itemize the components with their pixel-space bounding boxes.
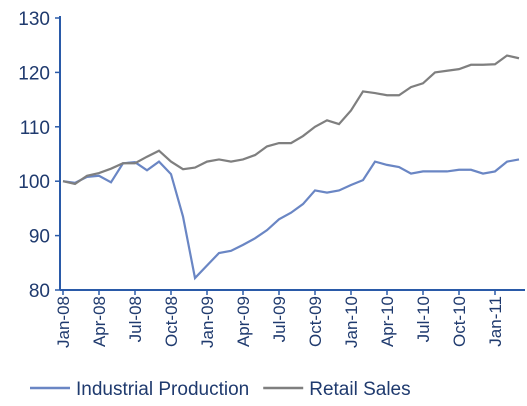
- y-tick-label: 100: [18, 172, 50, 193]
- x-tick-label: Apr-08: [90, 296, 109, 347]
- x-tick-label: Apr-10: [378, 296, 397, 347]
- legend-label: Industrial Production: [76, 379, 249, 400]
- x-tick-label: Jul-09: [270, 296, 289, 342]
- y-tick-label: 90: [29, 227, 50, 248]
- series-line: [62, 158, 520, 281]
- y-tick-label: 130: [18, 9, 50, 30]
- x-tick-label: Jan-09: [198, 296, 217, 348]
- y-tick-label: 110: [20, 118, 50, 139]
- x-tick-label: Oct-10: [450, 296, 469, 347]
- x-tick-label: Jan-11: [486, 296, 505, 347]
- y-tick-label: 120: [18, 63, 50, 84]
- x-tick-label: Jan-10: [342, 296, 361, 348]
- y-tick-label: 80: [29, 281, 50, 302]
- legend-label: Retail Sales: [309, 379, 410, 400]
- x-tick-label: Oct-08: [162, 296, 181, 347]
- x-tick-label: Apr-09: [234, 296, 253, 347]
- x-tick-label: Jul-08: [126, 296, 145, 342]
- x-tick-label: Jul-10: [414, 296, 433, 342]
- x-tick-label: Oct-09: [306, 296, 325, 347]
- x-tick-label: Jan-08: [54, 296, 73, 348]
- series-line: [62, 54, 520, 186]
